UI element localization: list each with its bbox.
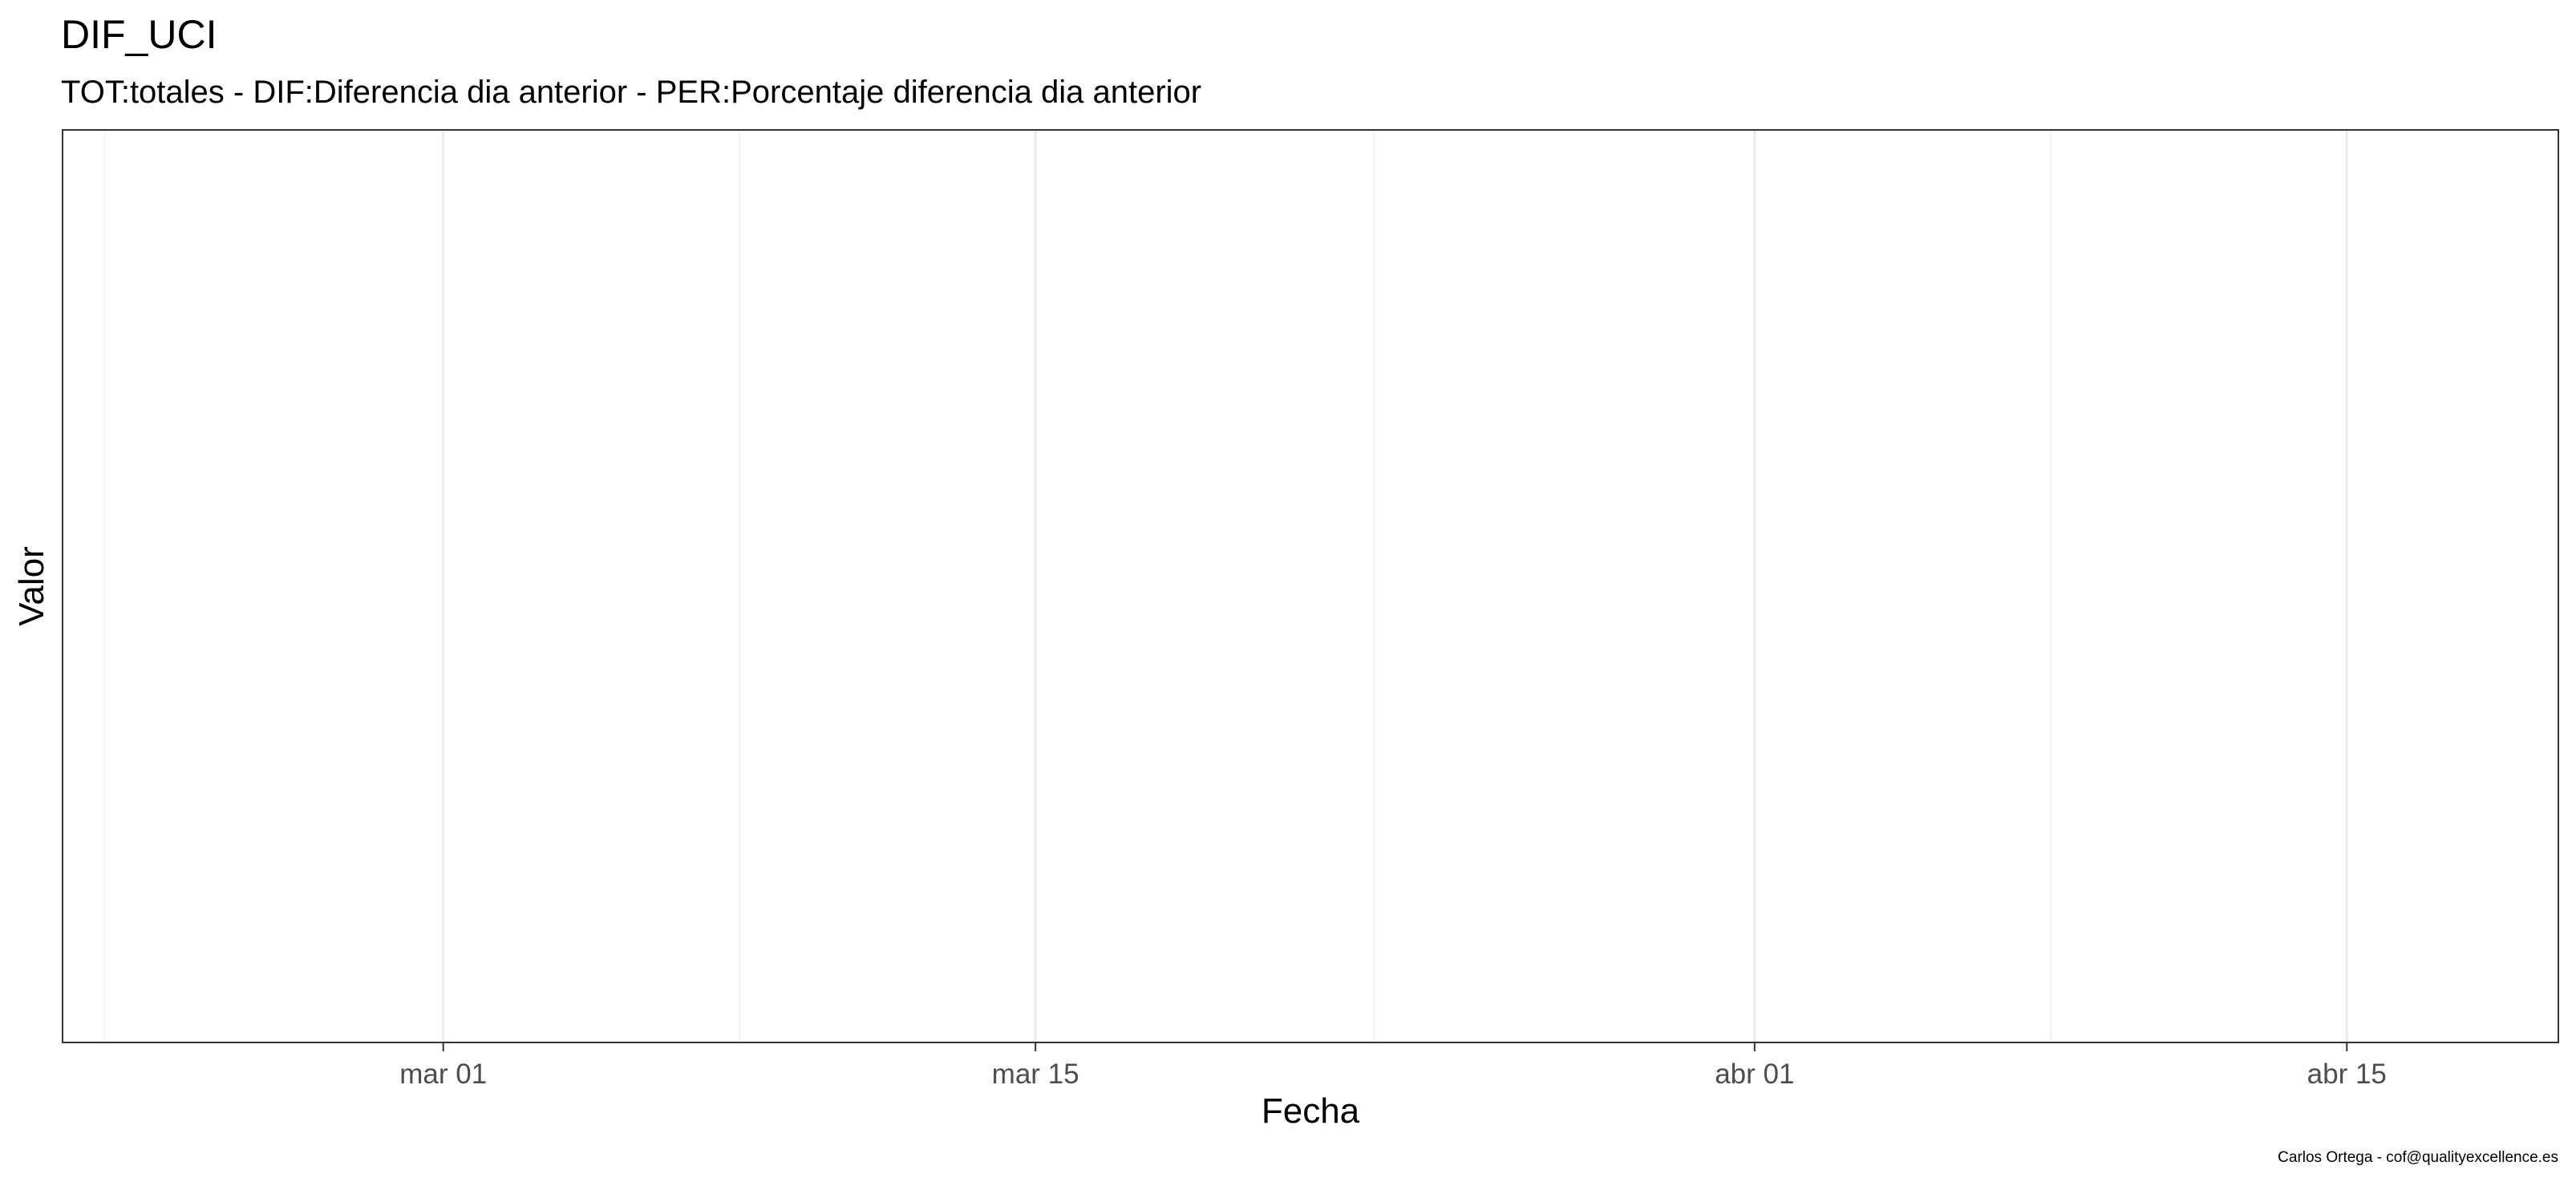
x-tick-label: abr 01 — [1715, 1059, 1794, 1090]
minor-gridlines — [103, 130, 2052, 1042]
x-tick-label: mar 15 — [992, 1059, 1079, 1090]
x-axis-tick-labels: mar 01 mar 15 abr 01 abr 15 — [399, 1059, 2387, 1090]
x-axis-label: Fecha — [1262, 1091, 1360, 1131]
chart-subtitle: TOT:totales - DIF:Diferencia dia anterio… — [61, 75, 1201, 110]
x-axis-ticks — [442, 1042, 2348, 1051]
y-axis-label: Valor — [12, 546, 51, 625]
major-gridlines — [442, 130, 2348, 1042]
chart-title: DIF_UCI — [61, 12, 217, 57]
plot-panel-border — [62, 129, 2559, 1043]
x-tick-label: abr 15 — [2307, 1059, 2387, 1090]
x-tick-label: mar 01 — [399, 1059, 487, 1090]
plot-panel — [63, 130, 2558, 1042]
chart-caption: Carlos Ortega - cof@qualityexcellence.es — [2278, 1149, 2558, 1166]
